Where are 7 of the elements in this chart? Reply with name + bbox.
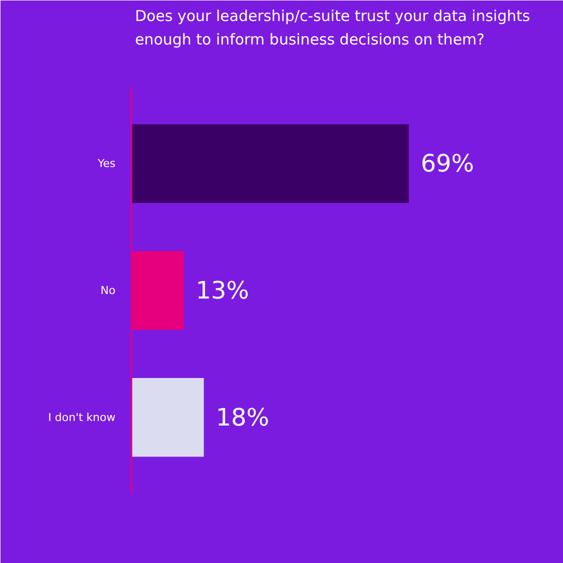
data-label: 13%	[196, 276, 250, 304]
data-label: 18%	[216, 403, 270, 432]
y-tick-label: I don't know	[48, 410, 116, 424]
chart-title: Does your leadership/c-suite trust your data insights enough to inform business decisions on them?	[134, 7, 530, 48]
data-label: 69%	[420, 150, 474, 178]
y-tick-label: Yes	[96, 157, 116, 170]
y-tick-label: No	[100, 284, 116, 297]
